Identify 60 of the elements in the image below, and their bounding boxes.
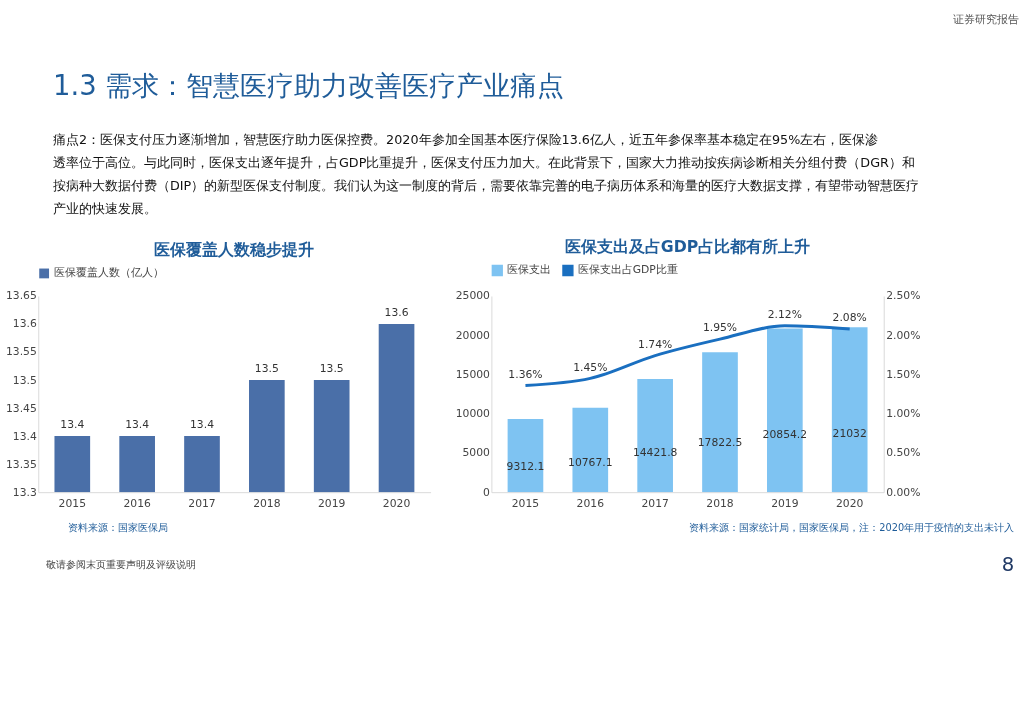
data-label: 9312.1	[506, 459, 545, 473]
data-label: 13.4	[125, 418, 150, 432]
y-tick-label: 13.6	[12, 317, 37, 331]
bar	[507, 419, 544, 493]
text: 敬请参阅末页重要声明及评级说明	[46, 558, 197, 570]
y-tick-label: 15000	[455, 367, 491, 381]
x-tick-label: 2019	[771, 497, 799, 511]
data-label: 13.5	[319, 362, 344, 376]
y2-tick-label: 1.50%	[886, 367, 921, 381]
legend-label: 医保支出	[507, 263, 552, 277]
y-tick-label: 13.35	[5, 457, 37, 471]
y-tick-label: 25000	[455, 289, 491, 303]
y2-tick-label: 1.00%	[886, 407, 921, 421]
x-tick-label: 2018	[253, 497, 281, 511]
data-label: 1.95%	[702, 321, 738, 335]
chart-title: 医保覆盖人数稳步提升	[154, 239, 315, 259]
data-label: 13.4	[190, 418, 215, 432]
data-label: 21032	[832, 427, 867, 441]
legend-label: 医保覆盖人数（亿人）	[53, 266, 164, 280]
data-label: 13.6	[384, 306, 409, 320]
y-tick-label: 5000	[462, 446, 491, 460]
y-tick-label: 13.55	[5, 345, 37, 359]
x-tick-label: 2016	[123, 497, 151, 511]
x-tick-label: 2015	[58, 497, 86, 511]
text: 1.3 需求：智慧医疗助力改善医疗产业痛点	[52, 70, 565, 102]
x-tick-label: 2020	[835, 497, 864, 511]
data-label: 13.5	[254, 362, 279, 376]
x-tick-label: 2020	[382, 497, 411, 511]
bar	[831, 327, 868, 493]
x-tick-label: 2016	[576, 497, 605, 511]
y2-tick-label: 2.00%	[886, 328, 921, 342]
data-label: 13.4	[60, 418, 85, 432]
chart-title: 医保支出及占GDP占比都有所上升	[564, 236, 811, 256]
data-label: 1.36%	[508, 367, 543, 381]
text: 资料来源：国家医保局	[67, 521, 168, 533]
text: 8	[1001, 552, 1015, 576]
y-tick-label: 13.45	[5, 401, 37, 415]
y-tick-label: 13.5	[12, 373, 37, 387]
x-tick-label: 2018	[706, 497, 734, 511]
x-tick-label: 2015	[511, 497, 540, 511]
y-tick-label: 0	[483, 485, 491, 499]
y2-tick-label: 2.50%	[886, 289, 921, 303]
y-tick-label: 13.65	[5, 289, 37, 303]
text: 痛点2：医保支付压力逐渐增加，智慧医疗助力医保控费。2020年参加全国基本医疗保险13.6亿人，近五年参保率基本稳定在95%左右，医保渗透率位于高位。与此同时，医保支出逐年提升，占GDP比重提升，医保支付压力加大。在此背景下，国家大力推动按疾病诊断相关分组付费（DGR）和按病种大数据付费（DIP）的新型医保支付制度。我们认为这一制度的背后，需要依靠完善的电子病历体系和海量的医疗大数据支撑，有望带动智慧医疗产业的快速发展。	[52, 132, 920, 217]
data-label: 1.45%	[573, 360, 608, 374]
y2-tick-label: 0.00%	[886, 485, 921, 499]
y-tick-label: 13.4	[12, 429, 37, 443]
x-tick-label: 2017	[641, 497, 669, 511]
x-tick-label: 2017	[188, 497, 216, 511]
data-label: 2.12%	[767, 307, 802, 321]
data-label: 1.74%	[638, 337, 673, 351]
text: 证券研究报告	[953, 13, 1020, 27]
text: 资料来源：国家统计局，国家医保局，注：2020年用于疫情的支出未计入	[689, 521, 1015, 533]
y-tick-label: 20000	[455, 328, 491, 342]
x-tick-label: 2019	[317, 497, 346, 511]
y-tick-label: 10000	[455, 407, 491, 421]
y2-tick-label: 0.50%	[886, 446, 921, 460]
data-label: 2.08%	[832, 311, 867, 325]
y-tick-label: 13.3	[12, 485, 37, 499]
legend-label: 医保支出占GDP比重	[577, 263, 678, 277]
